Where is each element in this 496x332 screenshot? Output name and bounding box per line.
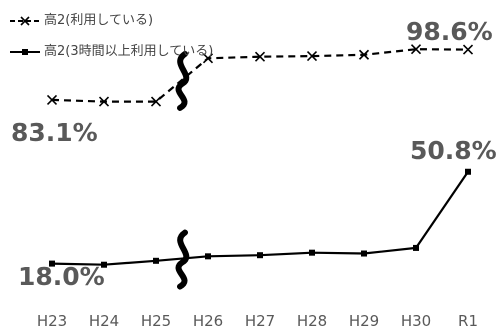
marker-2-H24 (101, 261, 107, 268)
marker-2-H30 (413, 244, 419, 251)
x-tick-H25: H25 (141, 312, 171, 330)
x-tick-H28: H28 (297, 312, 327, 330)
legend-marker-x (10, 15, 40, 26)
marker-1-H26 (202, 53, 214, 64)
marker-2-H29 (361, 250, 367, 257)
x-tick-H23: H23 (37, 312, 67, 330)
marker-2-R1 (465, 168, 471, 175)
legend-item-3h-usage: 高2(3時間以上利用している) (10, 40, 213, 59)
x-tick-labels: H23 H24 H25 H26 H27 H28 H29 H30 R1 (37, 312, 478, 330)
marker-1-H23-b (46, 94, 58, 105)
legend-label-usage: 高2(利用している) (44, 13, 154, 28)
marker-1-H25 (150, 96, 162, 107)
series-line-1 (51, 48, 469, 103)
axis-break-marks (175, 50, 190, 290)
marker-2-H25 (153, 257, 159, 264)
marker-1-H23 (46, 94, 58, 105)
marker-1-H26-b (202, 53, 214, 64)
series-markers (46, 44, 474, 268)
marker-1-H29-b (358, 49, 370, 60)
series-line-2 (51, 171, 469, 266)
legend-marker-square (10, 48, 40, 55)
marker-1-R1 (462, 44, 474, 55)
legend-item-usage: 高2(利用している) (10, 9, 153, 28)
marker-2-H28 (309, 249, 315, 256)
marker-1-H24 (98, 96, 110, 107)
x-tick-H24: H24 (89, 312, 119, 330)
x-tick-H30: H30 (401, 312, 431, 330)
marker-1-H27-b (254, 51, 266, 62)
data-label-r1-3h: 50.8% (410, 136, 496, 165)
x-tick-R1: R1 (458, 312, 478, 330)
x-tick-H27: H27 (245, 312, 275, 330)
marker-1-H24-b (98, 96, 110, 107)
marker-1-H30-b (410, 44, 422, 55)
marker-1-H30 (410, 44, 422, 55)
marker-1-H28 (306, 50, 318, 62)
marker-1-H27 (254, 51, 266, 62)
x-tick-H29: H29 (349, 312, 379, 330)
data-label-h23-usage: 83.1% (11, 118, 98, 147)
data-label-h23-3h: 18.0% (18, 262, 105, 291)
marker-1-R1-b (462, 44, 474, 55)
marker-1-H28-b (306, 50, 318, 62)
x-tick-H26: H26 (193, 312, 223, 330)
legend-label-3h-usage: 高2(3時間以上利用している) (44, 44, 214, 59)
axis-break-1 (175, 50, 190, 111)
marker-1-H25-b (150, 96, 162, 107)
axis-break-2 (175, 229, 190, 290)
marker-2-H26 (205, 253, 211, 260)
data-label-r1-usage: 98.6% (406, 17, 493, 46)
marker-1-H29 (358, 49, 370, 60)
series-lines (51, 48, 469, 266)
marker-2-H23 (49, 260, 55, 267)
marker-2-H27 (257, 252, 263, 259)
